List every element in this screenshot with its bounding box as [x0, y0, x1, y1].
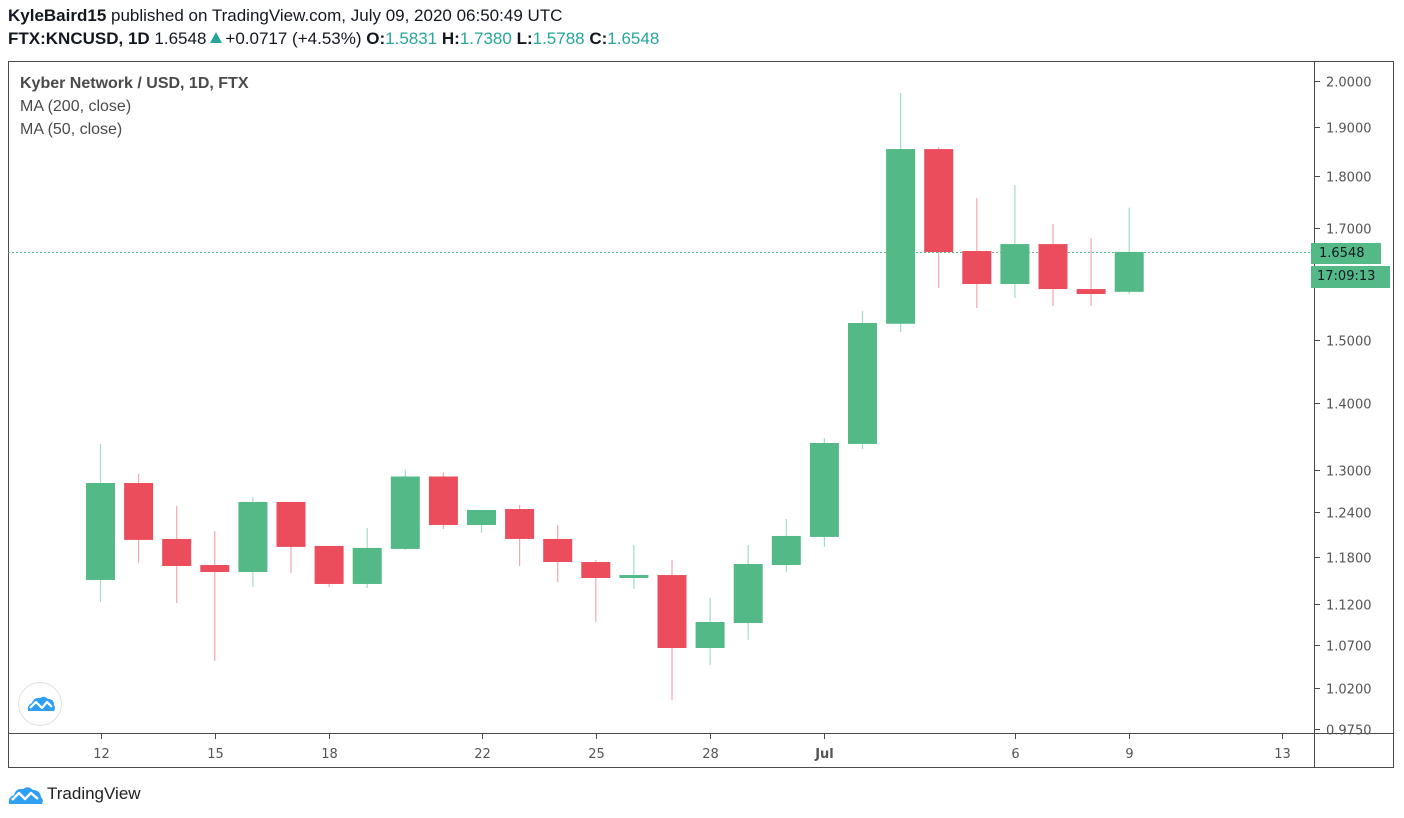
- time-tick-label: 22: [474, 747, 491, 762]
- price-tick-label: 1.1200: [1326, 599, 1372, 614]
- price-tick-label: 1.0700: [1326, 640, 1372, 655]
- tradingview-logo-button[interactable]: [18, 682, 62, 726]
- price-tick-label: 2.0000: [1326, 76, 1372, 91]
- candle[interactable]: [771, 519, 801, 572]
- candle[interactable]: [1000, 185, 1030, 299]
- time-tick-label: 13: [1274, 747, 1291, 762]
- legend-ma-50[interactable]: MA (50, close): [20, 121, 123, 138]
- bar-countdown-label: 17:09:13: [1311, 266, 1390, 288]
- candle[interactable]: [619, 544, 649, 589]
- candle[interactable]: [428, 472, 458, 530]
- candle[interactable]: [1114, 207, 1144, 295]
- time-tick-label: 6: [1011, 747, 1019, 762]
- candle[interactable]: [314, 545, 344, 587]
- open-label: O:: [366, 29, 386, 48]
- candle[interactable]: [467, 509, 496, 533]
- published-text: published on TradingView.com, July 09, 2…: [111, 6, 563, 25]
- time-tick-label: 18: [321, 747, 338, 762]
- candle[interactable]: [886, 93, 916, 333]
- time-axis[interactable]: 12 15 18 22 25 28 Jul 6 9 13: [93, 734, 1291, 762]
- candle[interactable]: [543, 524, 573, 582]
- legend-ma-200[interactable]: MA (200, close): [20, 98, 132, 115]
- tradingview-cloud-icon: [27, 696, 55, 711]
- price-tick-label: 1.5000: [1326, 335, 1372, 350]
- publish-info: KyleBaird15 published on TradingView.com…: [8, 6, 562, 26]
- candle[interactable]: [86, 443, 115, 603]
- footer-brand[interactable]: TradingView: [8, 783, 141, 805]
- tradingview-cloud-icon: [8, 787, 43, 804]
- price-tick-label: 1.3000: [1326, 465, 1372, 480]
- candle[interactable]: [162, 505, 192, 603]
- time-tick-label: 12: [93, 747, 110, 762]
- price-tick-label: 1.9000: [1326, 122, 1372, 137]
- close-label: C:: [589, 29, 608, 48]
- high-label: H:: [441, 29, 460, 48]
- candle[interactable]: [809, 438, 839, 547]
- time-tick-label: Jul: [814, 747, 834, 762]
- chart-legend: Kyber Network / USD, 1D, FTX MA (200, cl…: [20, 72, 249, 141]
- candle[interactable]: [505, 504, 535, 567]
- open-value: 1.5831: [385, 29, 438, 48]
- time-tick-label: 9: [1125, 747, 1133, 762]
- current-price-label: 1.6548: [1311, 243, 1381, 264]
- candle[interactable]: [124, 473, 154, 564]
- symbol-label: FTX:KNCUSD, 1D: [8, 29, 150, 48]
- candle[interactable]: [657, 559, 687, 700]
- up-triangle-icon: [210, 32, 223, 43]
- time-tick-label: 28: [702, 747, 719, 762]
- last-price: 1.6548: [154, 29, 207, 48]
- price-tick-label: 1.1800: [1326, 552, 1372, 567]
- price-tick-label: 1.0200: [1326, 683, 1372, 698]
- price-tick-label: 1.4000: [1326, 398, 1372, 413]
- candles: [86, 93, 1144, 700]
- candle[interactable]: [924, 147, 954, 289]
- symbol-info: FTX:KNCUSD, 1D 1.6548 +0.0717 (+4.53%) O:…: [8, 29, 659, 49]
- candle[interactable]: [733, 544, 763, 640]
- low-value: 1.5788: [532, 29, 585, 48]
- time-tick-label: 15: [207, 747, 224, 762]
- candle[interactable]: [962, 198, 992, 309]
- time-tick-label: 25: [588, 747, 605, 762]
- price-tick-label: 1.7000: [1326, 223, 1372, 238]
- candle[interactable]: [276, 501, 306, 574]
- chart-frame: [8, 61, 1394, 768]
- candle[interactable]: [200, 531, 230, 661]
- candle[interactable]: [581, 559, 611, 623]
- candle[interactable]: [238, 497, 268, 587]
- candle[interactable]: [352, 528, 382, 588]
- close-value: 1.6548: [607, 29, 660, 48]
- price-tick-label: 1.2400: [1326, 507, 1372, 522]
- candle[interactable]: [1038, 224, 1068, 307]
- price-tick-label: 0.9750: [1326, 724, 1372, 739]
- footer-brand-text: TradingView: [47, 784, 141, 803]
- author-name[interactable]: KyleBaird15: [8, 6, 107, 25]
- high-value: 1.7380: [459, 29, 512, 48]
- candle[interactable]: [1076, 238, 1106, 307]
- price-change: +0.0717 (+4.53%): [225, 29, 362, 48]
- price-tick-label: 1.8000: [1326, 171, 1372, 186]
- legend-title[interactable]: Kyber Network / USD, 1D, FTX: [20, 75, 249, 92]
- price-axis[interactable]: 2.0000 1.9000 1.8000 1.7000 1.5000 1.4000 1.30…: [1315, 76, 1372, 739]
- candle[interactable]: [390, 469, 420, 551]
- candle[interactable]: [848, 311, 877, 449]
- low-label: L:: [516, 29, 533, 48]
- candle[interactable]: [695, 598, 725, 665]
